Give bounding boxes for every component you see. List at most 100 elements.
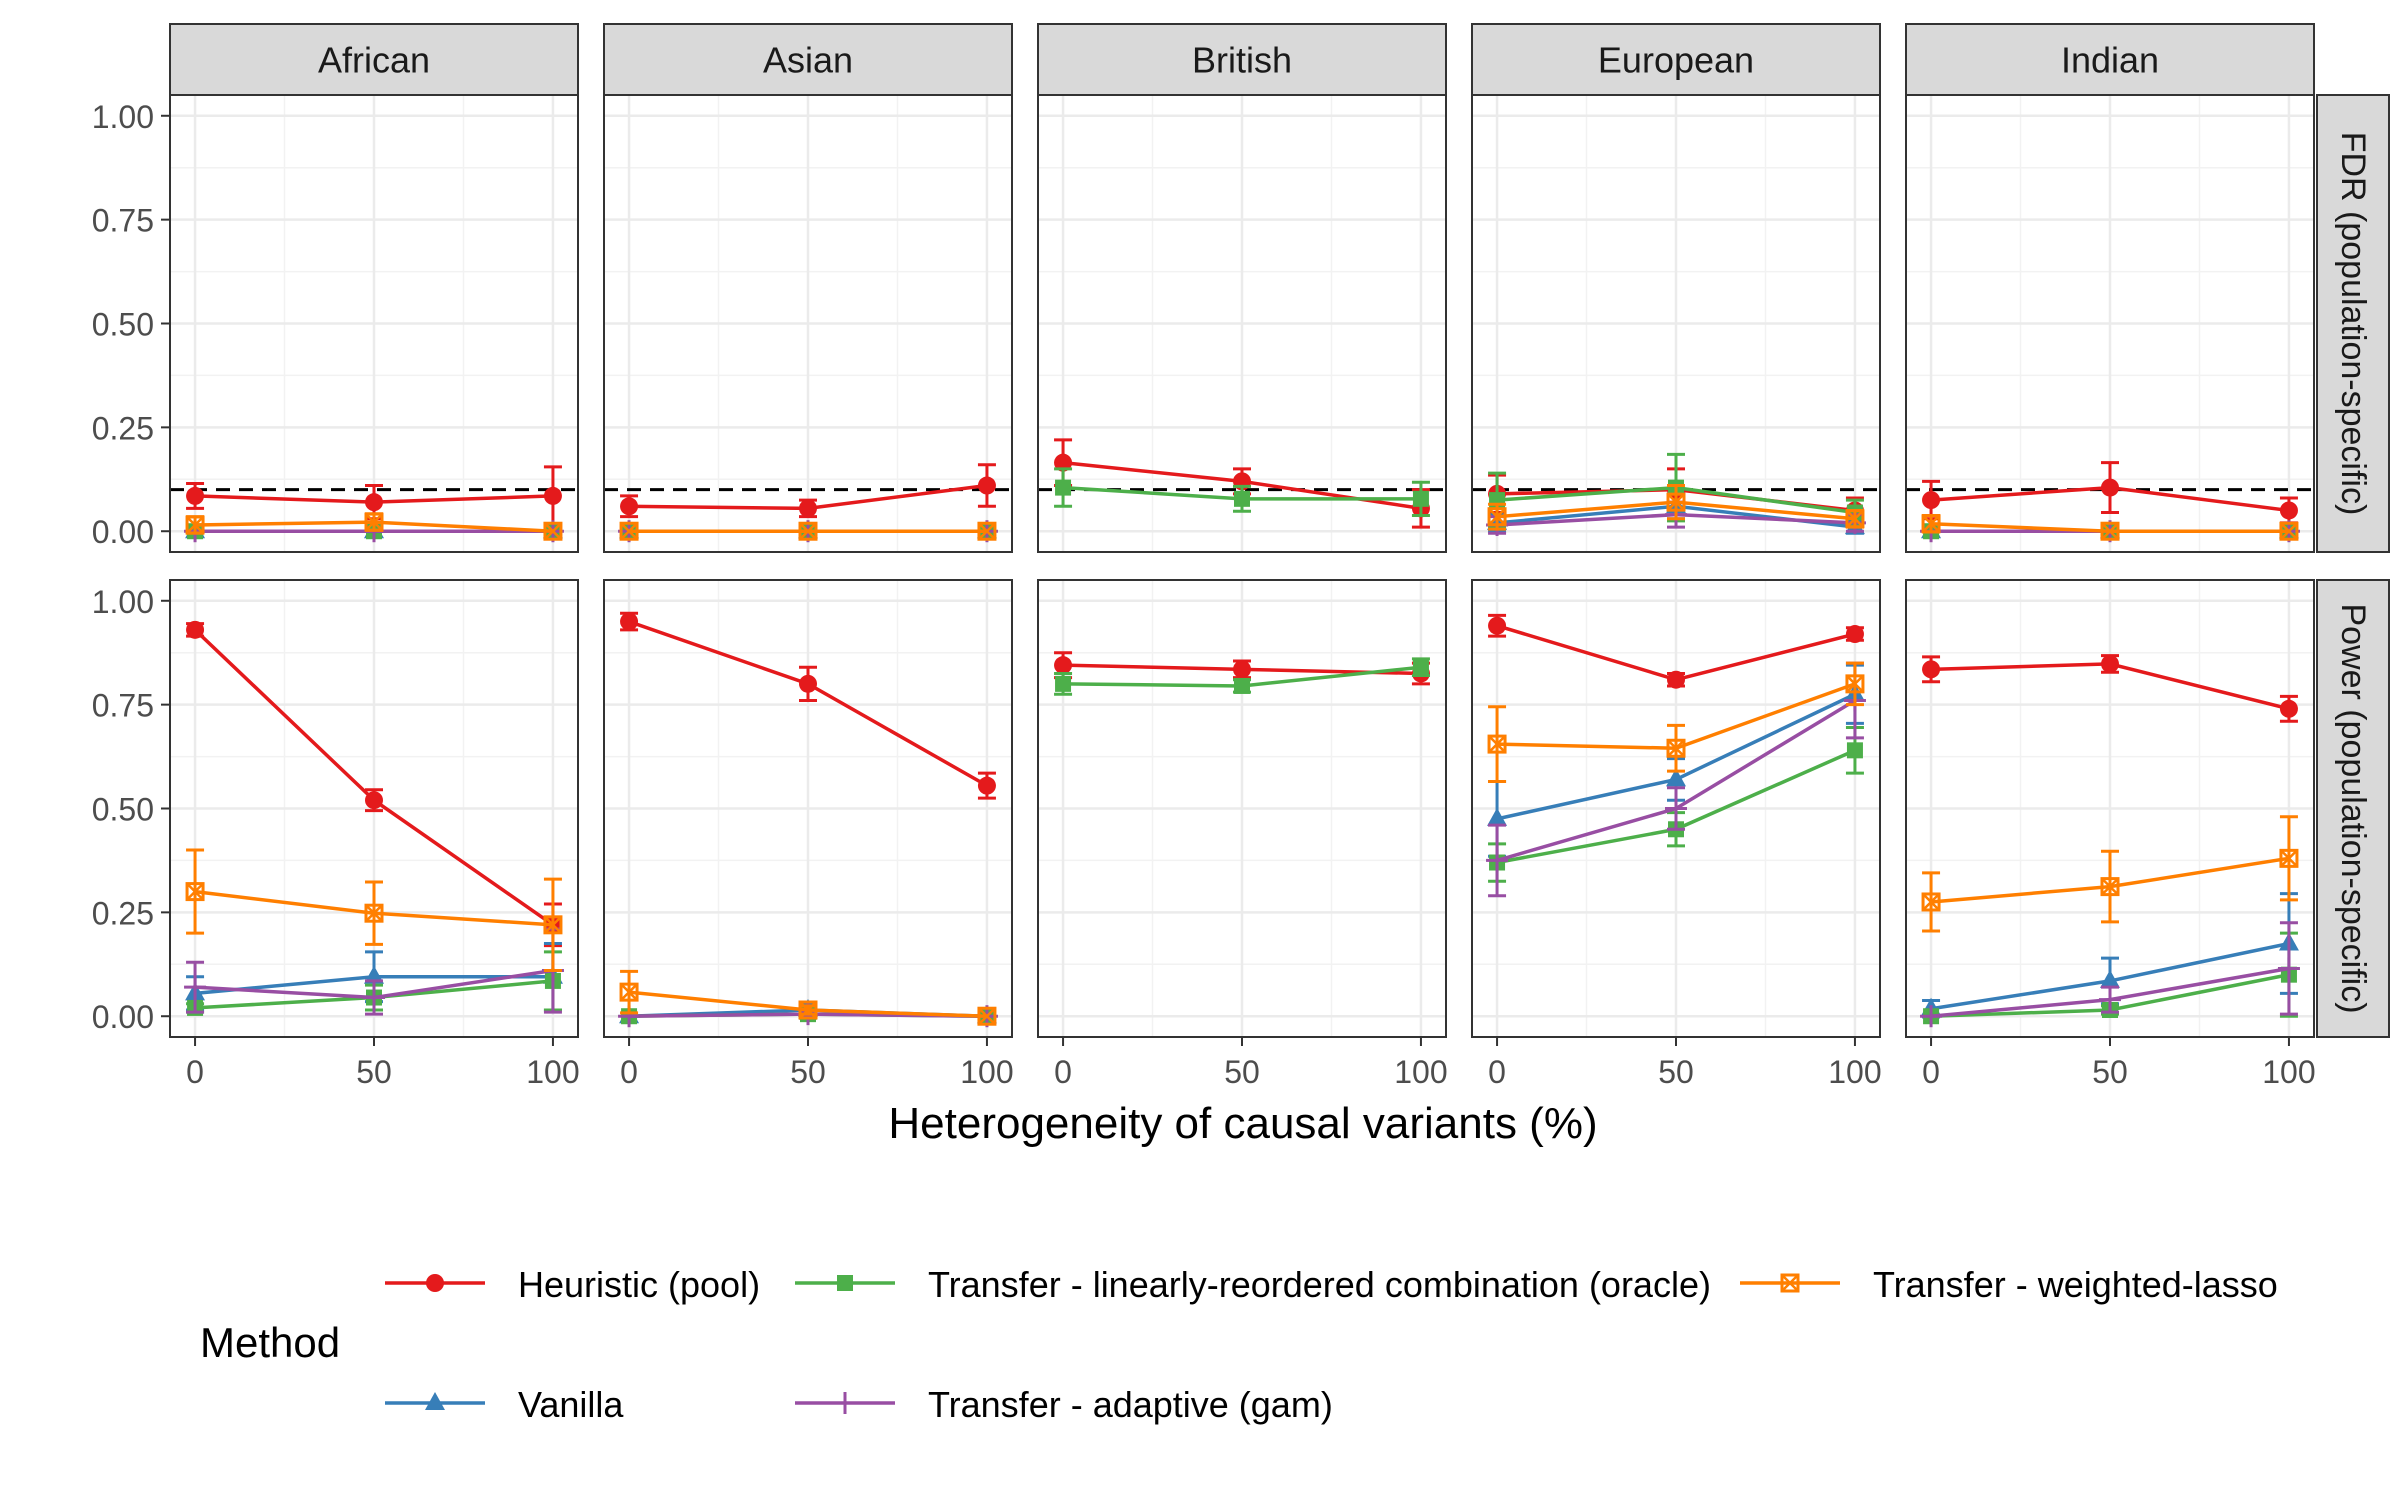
facet-strip-bg [169,23,579,96]
data-point-heuristic [2101,478,2119,497]
data-point-wlasso-d2 [1846,509,1864,528]
data-point-wlasso [619,521,639,541]
data-point-wlasso-d2 [365,513,383,531]
data-point-heuristic [1667,670,1685,689]
data-point-wlasso [185,515,205,535]
data-point-oracle [1412,490,1429,507]
legend-label: Transfer - linearly-reordered combinatio… [928,1264,1711,1305]
data-point-wlasso-box [619,982,639,1002]
x-axis-title: Heterogeneity of causal variants (%) [888,1099,1597,1148]
data-point-wlasso [2100,521,2120,541]
row-strip-bg [2316,94,2390,553]
legend-key-marker [834,1392,856,1414]
series-heuristic [620,463,996,519]
facet-strip-label: British [1192,40,1292,81]
y-tick-label: 0.25 [92,895,154,931]
data-point-wlasso-d2 [186,882,204,901]
data-point-wlasso-box [364,512,384,532]
data-point-wlasso-d2 [978,1007,996,1026]
panel-border [1905,94,2315,553]
data-point-wlasso-d2 [2101,877,2119,896]
data-point-vanilla [2100,969,2120,988]
data-point-gam [1486,849,1509,872]
data-point-wlasso-d2 [1846,674,1864,693]
data-point-wlasso [977,521,997,541]
panel-european-power: 0 50 100 [1471,579,1882,1090]
data-point-wlasso-d2 [799,1001,817,1019]
facet-strip-label: Asian [763,40,853,81]
series-wlasso [1487,661,1865,783]
x-tick-label: 0 [1922,1054,1940,1090]
data-point-wlasso-d2 [620,983,638,1002]
x-tick-label: 0 [620,1054,638,1090]
x-tick-label: 100 [1828,1054,1881,1090]
data-point-wlasso-d2 [186,516,204,534]
panel-british-fdr [1037,94,1447,553]
series-heuristic [186,620,562,948]
series-oracle [1054,657,1430,696]
panel-asian-power: 0 50 100 [603,579,1014,1090]
data-point-wlasso-box [185,882,205,902]
legend-key-marker [1780,1273,1800,1293]
data-point-heuristic [977,776,996,795]
data-point-heuristic [2279,501,2298,520]
data-point-wlasso-box [1921,892,1941,912]
data-point-wlasso [2279,848,2299,868]
data-point-wlasso-d2 [2280,522,2298,541]
data-point-wlasso [1666,738,1686,758]
panel-european-fdr [1471,94,1881,553]
y-tick-label: 1.00 [92,99,154,135]
series-oracle [1054,467,1430,517]
x-tick-label: 100 [960,1054,1013,1090]
series-heuristic [1922,654,2298,723]
facet-strip-label: Indian [2061,40,2159,81]
legend-item-oracle: Transfer - linearly-reordered combinatio… [795,1264,1711,1305]
data-point-wlasso-box [798,1000,818,1020]
data-point-heuristic [365,791,383,810]
data-point-wlasso-box [2100,521,2120,541]
panel-british-power: 0 50 100 [1037,579,1448,1090]
data-point-heuristic [186,620,205,639]
legend-label: Transfer - weighted-lasso [1873,1264,2278,1305]
x-tick-label: 0 [1488,1054,1506,1090]
x-tick-label: 100 [2262,1054,2315,1090]
legend-key-marker [425,1392,445,1410]
data-point-heuristic [620,497,639,516]
data-point-gam [184,976,207,999]
legend-label: Vanilla [518,1384,624,1425]
data-point-wlasso [2100,877,2120,897]
data-point-wlasso [1487,507,1507,527]
data-point-wlasso [2279,521,2299,541]
series-wlasso [185,512,563,541]
data-point-wlasso-d2 [365,904,383,923]
series-heuristic [186,465,562,527]
chart-panels: African Asian British European Indian FDR (po… [92,23,2390,1090]
data-point-wlasso-d2 [1667,493,1685,512]
data-point-oracle [1234,490,1250,507]
x-tick-label: 0 [1054,1054,1072,1090]
legend-key-marker [426,1274,444,1292]
series-wlasso [1487,484,1865,531]
panel-african-fdr [169,94,579,553]
facet-strip-bg [1471,23,1881,96]
legend-key-marker-d2 [1781,1274,1799,1292]
data-point-oracle [1846,742,1863,759]
data-point-wlasso-box [543,521,563,541]
data-point-wlasso [798,521,818,541]
panel-border [1037,94,1447,553]
data-point-heuristic [799,674,817,693]
facet-strip-european: European [1471,23,1881,96]
series-wlasso [1921,815,2299,933]
data-point-wlasso [1487,734,1507,754]
row-strip-bg [2316,579,2390,1038]
data-point-wlasso [543,521,563,541]
y-tick-label: 0.75 [92,203,154,239]
panel-asian-fdr [603,94,1013,553]
data-point-gam [363,986,385,1009]
y-tick-label: 0.00 [92,514,154,550]
data-point-wlasso-box [619,521,639,541]
facet-strip-bg [1037,23,1447,96]
data-point-wlasso-d2 [620,522,638,541]
data-point-oracle [1234,677,1250,694]
